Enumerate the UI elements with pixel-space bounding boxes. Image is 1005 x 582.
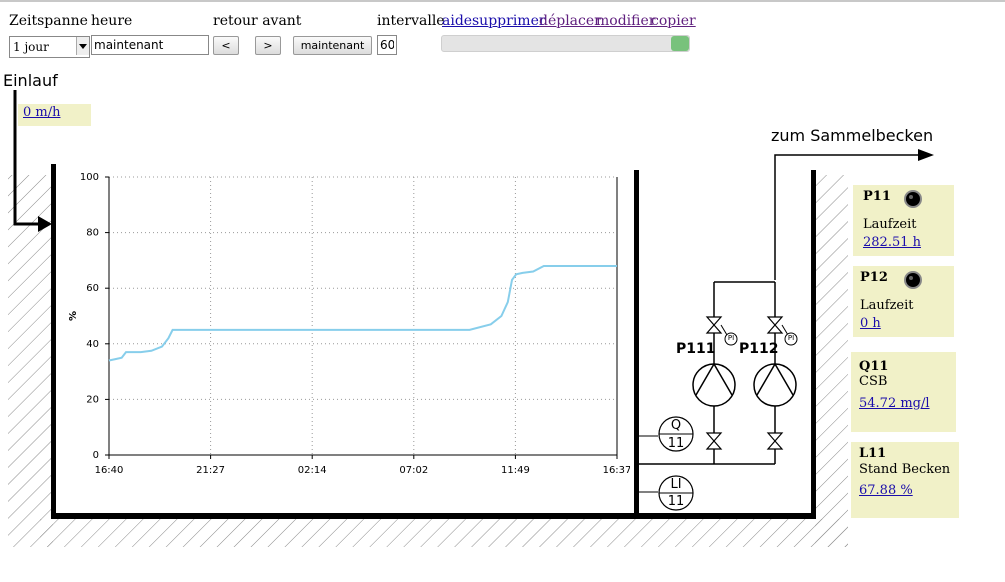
panel-l11-value[interactable]: 67.88 % — [859, 483, 913, 498]
now-button[interactable]: maintenant — [293, 36, 372, 55]
outlet-arrow-head — [918, 149, 934, 161]
ground-hatch-left — [8, 175, 53, 547]
time-slider-thumb[interactable] — [671, 36, 689, 51]
intervalle-input[interactable] — [377, 35, 397, 55]
panel-p12: P12 Laufzeit 0 h — [853, 266, 954, 337]
y-tick-label: 0 — [93, 450, 99, 461]
x-tick-label: 21:27 — [196, 465, 225, 476]
li-instrument-number: 11 — [667, 494, 685, 509]
pump-p112-label: P112 — [739, 341, 779, 357]
chart-plot-area — [109, 177, 617, 455]
outlet-label: zum Sammelbecken — [771, 126, 934, 145]
copier-link[interactable]: copier — [651, 13, 696, 29]
panel-p11: P11 Laufzeit 282.51 h — [853, 185, 954, 256]
x-tick-label: 07:02 — [399, 465, 428, 476]
panel-p12-label: Laufzeit — [860, 298, 914, 313]
einlauf-value-box: 0 m/h — [18, 104, 91, 126]
x-tick-label: 11:49 — [501, 465, 530, 476]
discharge-pipes — [713, 282, 776, 317]
panel-p11-title: P11 — [863, 189, 891, 204]
level-chart: 0 20 40 60 80 100 16:40 21:27 02:14 07:02 11:49 16:… — [68, 172, 630, 476]
pi-gauge-p111 — [724, 332, 738, 346]
valve-p112-upper — [766, 316, 784, 334]
intervalle-label: intervalle — [377, 13, 445, 29]
li-instrument-letter: LI — [670, 477, 682, 492]
tank-wall-right — [811, 170, 816, 519]
panel-l11: L11 Stand Becken 67.88 % — [851, 442, 959, 518]
x-tick-label: 16:37 — [603, 465, 630, 476]
pi-label-p111: PI — [727, 334, 735, 342]
deplacer-link[interactable]: déplacer — [539, 13, 601, 29]
y-tick-label: 20 — [86, 394, 99, 405]
y-tick-label: 60 — [86, 283, 99, 294]
heure-label: heure — [91, 13, 133, 29]
heure-input[interactable] — [91, 35, 209, 55]
pi-label-p112: PI — [787, 334, 795, 342]
pump-status-lamp-icon — [904, 271, 922, 289]
aide-link[interactable]: aide — [442, 13, 473, 29]
panel-l11-title: L11 — [859, 446, 887, 461]
x-tick-label: 16:40 — [95, 465, 124, 476]
tank-wall-left — [51, 164, 56, 519]
x-tick-label: 02:14 — [298, 465, 327, 476]
outlet-pipe — [774, 154, 922, 280]
y-tick-label: 100 — [80, 172, 99, 183]
pump-p112-symbol — [753, 363, 797, 407]
panel-p11-label: Laufzeit — [863, 217, 917, 232]
ground-hatch-bottom — [40, 519, 848, 547]
y-tick-label: 40 — [86, 339, 99, 350]
chart-grid — [109, 176, 617, 455]
pump-status-lamp-icon — [904, 190, 922, 208]
supprimer-link[interactable]: supprimer — [472, 13, 546, 29]
inlet-arrow-line — [13, 90, 46, 226]
chart-tick-labels: 0 20 40 60 80 100 16:40 21:27 02:14 07:02 11:49 16:… — [80, 172, 630, 476]
einlauf-label: Einlauf — [3, 71, 58, 90]
modifier-link[interactable]: modifier — [596, 13, 656, 29]
tank-partition — [634, 170, 639, 519]
pump-p111-symbol — [692, 363, 736, 407]
panel-q11: Q11 CSB 54.72 mg/l — [851, 352, 956, 432]
panel-p12-value[interactable]: 0 h — [860, 316, 881, 331]
panel-p11-value[interactable]: 282.51 h — [863, 235, 921, 250]
valve-p112-lower — [766, 432, 784, 450]
q-instrument-letter: Q — [670, 418, 682, 433]
chart-axes — [105, 176, 618, 459]
valve-p111-lower — [705, 432, 723, 450]
chart-series-line — [108, 265, 617, 362]
panel-p12-title: P12 — [860, 270, 888, 285]
pi-gauge-p112 — [784, 332, 798, 346]
dropdown-arrow-icon — [76, 37, 89, 55]
panel-l11-label: Stand Becken — [859, 462, 951, 477]
pump-p112-assembly — [753, 316, 798, 464]
chart-y-axis-label: % — [68, 311, 79, 321]
zeitspanne-label: Zeitspanne — [9, 13, 88, 29]
forward-button[interactable]: > — [255, 36, 281, 55]
inlet-arrow-head — [38, 216, 52, 232]
panel-q11-title: Q11 — [859, 359, 889, 374]
pump-p111-label: P111 — [676, 341, 716, 357]
time-slider[interactable] — [441, 35, 690, 52]
retour-avant-label: retour avant — [213, 13, 302, 29]
zeitspanne-selected-value: 1 jour — [13, 40, 49, 54]
einlauf-value-link[interactable]: 0 m/h — [23, 105, 61, 120]
tank-floor — [51, 513, 816, 519]
panel-q11-label: CSB — [859, 374, 888, 389]
ground-hatch-right — [815, 175, 848, 547]
pump-p111-assembly — [692, 316, 738, 464]
window-top-border — [0, 0, 1005, 2]
zeitspanne-select[interactable]: 1 jour — [9, 36, 90, 58]
back-button[interactable]: < — [213, 36, 239, 55]
valve-p111-upper — [705, 316, 723, 334]
panel-q11-value[interactable]: 54.72 mg/l — [859, 396, 930, 411]
q-instrument-number: 11 — [667, 436, 685, 451]
y-tick-label: 80 — [86, 228, 99, 239]
